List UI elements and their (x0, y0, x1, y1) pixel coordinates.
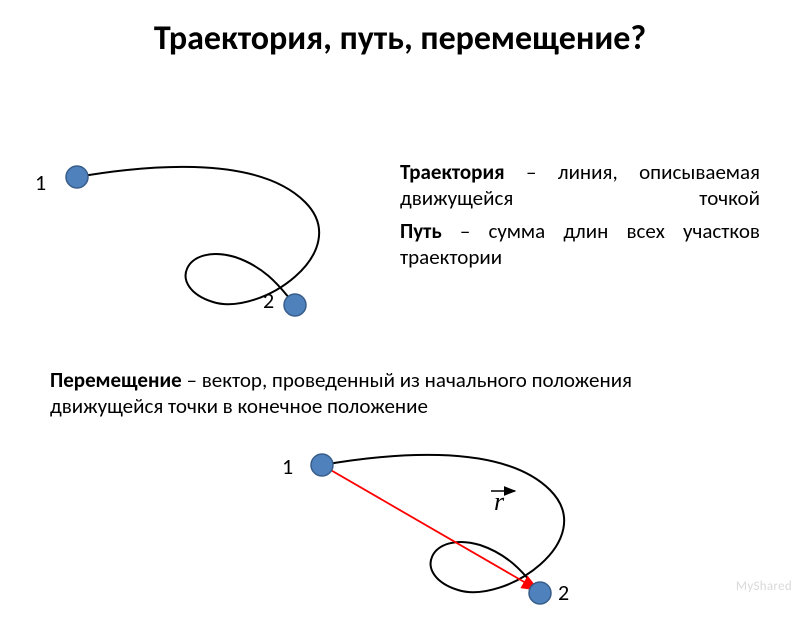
displacement-definition: Перемещение – вектор, проведенный из нач… (50, 367, 750, 420)
point-1-marker (66, 166, 88, 188)
trajectory-curve (77, 167, 319, 304)
definitions-block: Траектория – линия, описываемая движущей… (400, 159, 760, 276)
vector-r-label: r (494, 487, 504, 517)
path-def-text: – сумма длин всех участков траектории (400, 218, 760, 270)
trajectory-term: Траектория (400, 159, 505, 185)
point-2-label: 2 (263, 287, 274, 314)
slide-title: Траектория, путь, перемещение? (0, 0, 800, 67)
path-term: Путь (400, 218, 442, 244)
point-2-marker-2 (529, 582, 551, 604)
point-1-marker-2 (311, 454, 333, 476)
point-2-marker (284, 294, 306, 316)
watermark: MyShared (736, 579, 792, 594)
displacement-vector (322, 465, 538, 590)
point-2-label-2: 2 (558, 579, 569, 606)
path-definition: Путь – сумма длин всех участков траектор… (400, 218, 760, 271)
trajectory-svg (45, 147, 365, 347)
trajectory-curve-2 (322, 455, 564, 592)
displacement-diagram: 1 2 r (290, 435, 610, 640)
trajectory-diagram: 1 2 (45, 147, 365, 352)
point-1-label-2: 1 (282, 453, 293, 480)
displacement-term: Перемещение (50, 367, 182, 393)
point-1-label: 1 (35, 169, 46, 196)
trajectory-definition: Траектория – линия, описываемая движущей… (400, 159, 760, 212)
